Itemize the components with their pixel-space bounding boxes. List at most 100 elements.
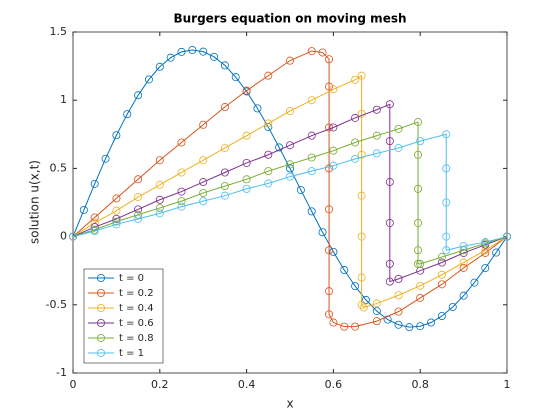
data-point xyxy=(134,214,143,223)
x-tick-label: 0.4 xyxy=(238,378,256,391)
data-point xyxy=(264,167,273,176)
data-point xyxy=(372,105,381,114)
data-point xyxy=(372,307,381,316)
data-point xyxy=(285,107,294,116)
data-point xyxy=(155,180,164,189)
data-point xyxy=(285,172,294,181)
data-point xyxy=(307,167,316,176)
y-tick-label: 1.5 xyxy=(50,25,68,38)
data-point xyxy=(307,131,316,140)
data-point xyxy=(329,247,338,256)
data-point xyxy=(416,322,425,331)
data-point xyxy=(351,282,360,291)
data-point xyxy=(437,258,446,267)
legend-label: t = 0.4 xyxy=(119,303,154,314)
data-point xyxy=(442,232,451,241)
data-point xyxy=(285,56,294,65)
data-point xyxy=(394,274,403,283)
legend-box xyxy=(83,268,164,364)
data-point xyxy=(361,295,370,304)
data-point xyxy=(325,310,334,319)
x-tick-label: 0.2 xyxy=(151,378,169,391)
data-point xyxy=(437,280,446,289)
x-tick-label: 0.6 xyxy=(325,378,343,391)
data-point xyxy=(155,209,164,218)
data-point xyxy=(351,138,360,147)
series-line xyxy=(72,121,508,265)
data-point xyxy=(442,130,451,139)
data-point xyxy=(340,266,349,275)
data-point xyxy=(220,191,229,200)
y-tick-label: -0.5 xyxy=(46,298,67,311)
data-point xyxy=(405,323,414,332)
data-point xyxy=(307,153,316,162)
data-point xyxy=(329,318,338,327)
legend-label: t = 1 xyxy=(119,348,144,359)
data-point xyxy=(340,322,349,331)
data-point xyxy=(166,53,175,62)
data-point xyxy=(112,214,121,223)
legend-marker xyxy=(97,303,106,312)
data-point xyxy=(220,103,229,112)
x-tick-label: 0 xyxy=(70,378,77,391)
data-point xyxy=(79,206,88,215)
data-point xyxy=(351,75,360,84)
data-point xyxy=(372,131,381,140)
data-point xyxy=(199,178,208,187)
data-point xyxy=(394,291,403,300)
data-point xyxy=(437,253,446,262)
data-point xyxy=(220,182,229,191)
data-point xyxy=(437,270,446,279)
data-point xyxy=(385,277,394,286)
data-point xyxy=(394,320,403,329)
data-point xyxy=(481,264,490,273)
data-point xyxy=(90,213,99,222)
data-point xyxy=(220,61,229,70)
data-point xyxy=(416,293,425,302)
data-point xyxy=(307,47,316,56)
data-point xyxy=(134,91,143,100)
legend-label: t = 0 xyxy=(119,273,144,284)
data-point xyxy=(285,141,294,150)
data-point xyxy=(155,62,164,71)
data-point xyxy=(329,161,338,170)
data-point xyxy=(123,110,132,119)
data-point xyxy=(492,248,501,257)
data-point xyxy=(177,47,186,56)
data-point xyxy=(329,85,338,94)
data-point xyxy=(459,242,468,251)
data-point xyxy=(275,143,284,152)
data-point xyxy=(325,287,334,296)
data-point xyxy=(414,218,423,227)
legend-marker xyxy=(97,333,106,342)
x-tick-label: 1 xyxy=(504,378,511,391)
data-point xyxy=(325,205,334,214)
data-point xyxy=(325,164,334,173)
data-point xyxy=(264,71,273,80)
data-point xyxy=(385,218,394,227)
data-point xyxy=(242,131,251,140)
data-point xyxy=(357,150,366,159)
data-point xyxy=(414,118,423,127)
legend: t = 0 t = 0.2 t = 0.4 t = 0.6 t = 0.8 t = 1 xyxy=(83,268,164,364)
data-point xyxy=(242,158,251,167)
data-point xyxy=(357,300,366,309)
y-tick-label: -1 xyxy=(56,366,67,379)
series-line xyxy=(72,74,508,309)
data-point xyxy=(416,281,425,290)
data-point xyxy=(177,138,186,147)
data-point xyxy=(414,150,423,159)
y-tick-label: 0.5 xyxy=(50,161,68,174)
data-point xyxy=(69,232,78,241)
data-point xyxy=(264,179,273,188)
data-point xyxy=(242,184,251,193)
data-point xyxy=(318,228,327,237)
data-point xyxy=(144,75,153,84)
data-point xyxy=(134,175,143,184)
data-point xyxy=(90,227,99,236)
legend-label: t = 0.6 xyxy=(119,318,154,329)
legend-label: t = 0.8 xyxy=(119,333,154,344)
data-point xyxy=(442,246,451,255)
data-point xyxy=(177,168,186,177)
data-point xyxy=(199,197,208,206)
